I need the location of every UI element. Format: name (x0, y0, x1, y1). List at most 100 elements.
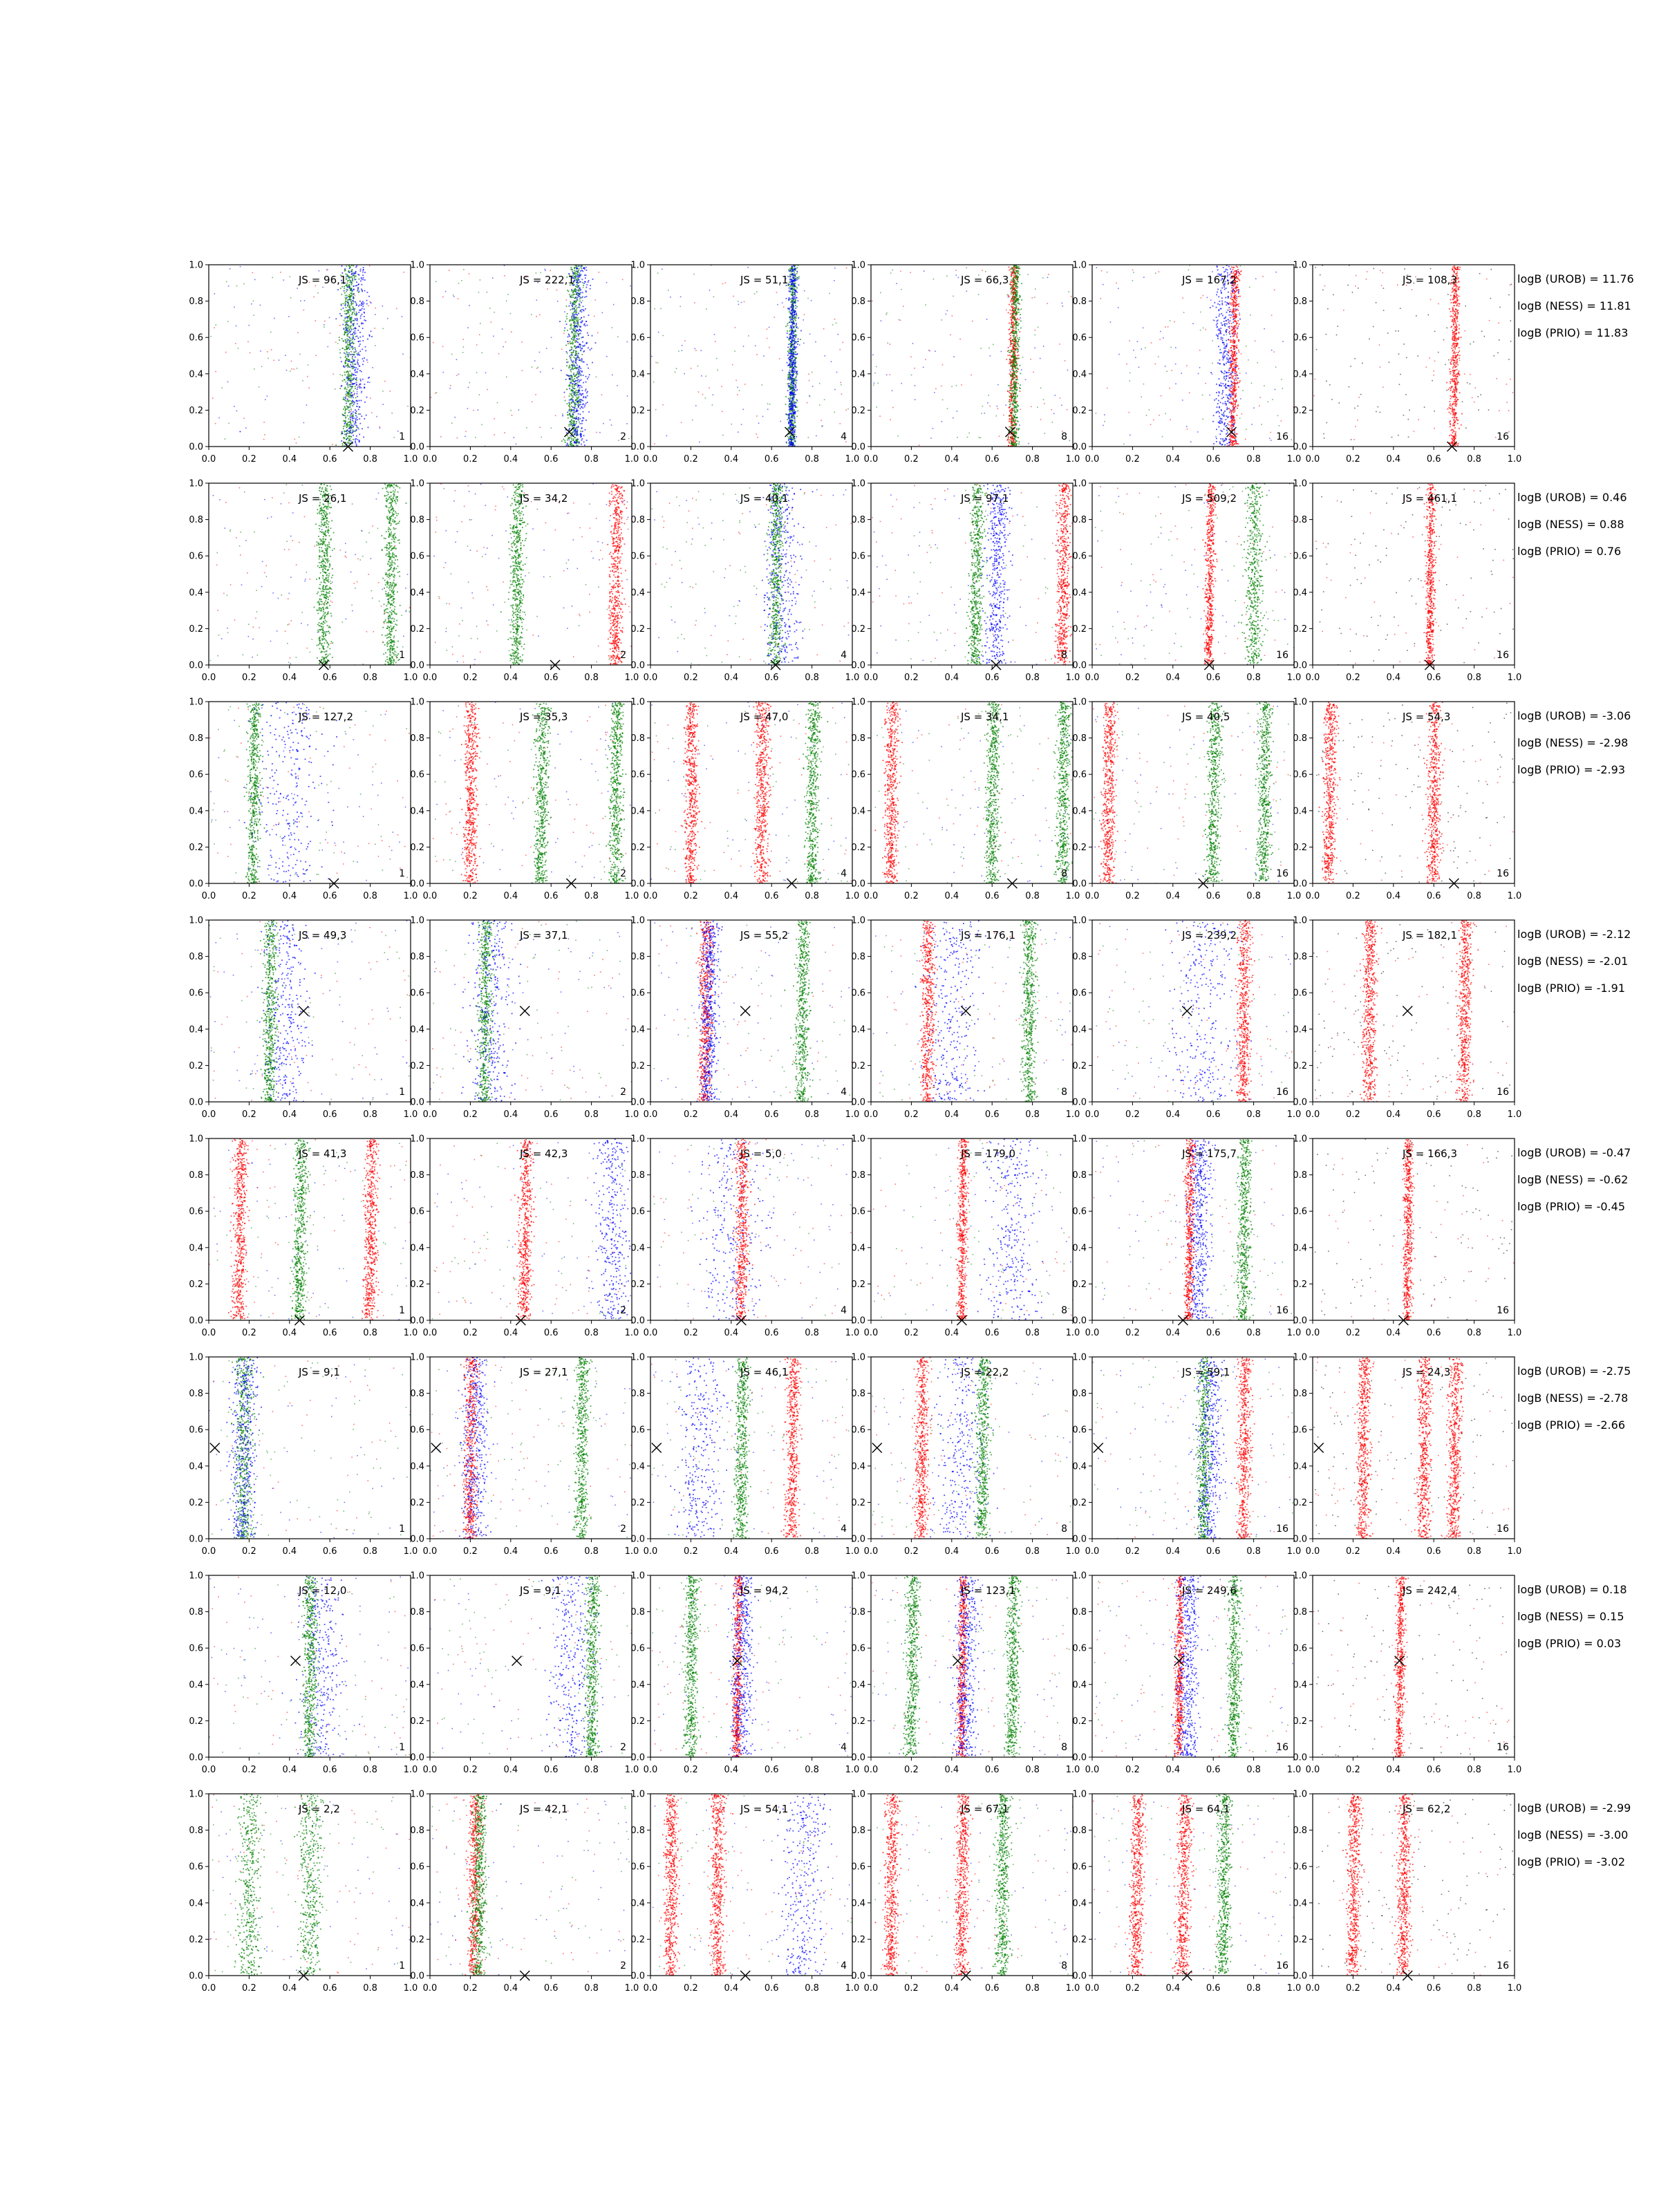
data-point (613, 304, 615, 306)
data-point (1009, 390, 1011, 391)
data-point (579, 376, 580, 377)
data-point (739, 390, 740, 391)
data-point (366, 303, 368, 305)
data-point (577, 359, 578, 360)
data-point (357, 289, 359, 290)
data-point (453, 294, 454, 296)
data-point (961, 384, 962, 386)
data-point (561, 440, 563, 442)
data-point (1016, 299, 1018, 301)
data-point (789, 268, 791, 270)
data-point (463, 339, 465, 340)
data-point (341, 315, 343, 317)
data-point (1015, 382, 1016, 383)
data-point (794, 338, 796, 339)
data-point (346, 265, 347, 267)
data-point (572, 319, 573, 321)
data-point (569, 438, 570, 439)
data-point (1015, 285, 1016, 286)
data-point (369, 335, 371, 337)
data-point (793, 399, 794, 400)
data-point (350, 380, 352, 382)
data-point (1013, 405, 1015, 406)
data-point (577, 430, 579, 431)
data-point (792, 274, 794, 276)
data-point (1013, 265, 1015, 266)
data-point (691, 368, 692, 369)
data-point (360, 310, 362, 311)
data-point (879, 415, 881, 417)
data-point (694, 302, 695, 303)
data-point (1010, 310, 1011, 311)
data-point (442, 346, 444, 348)
data-point (574, 441, 576, 442)
data-point (362, 379, 364, 380)
data-point (1013, 393, 1015, 394)
data-point (794, 395, 795, 396)
data-point (1018, 272, 1019, 274)
data-point (1031, 406, 1032, 408)
data-point (1014, 344, 1015, 346)
data-point (574, 412, 576, 413)
data-point (350, 397, 352, 398)
data-point (353, 366, 354, 367)
data-point (359, 350, 361, 352)
data-point (587, 378, 588, 379)
data-point (581, 311, 583, 312)
data-point (793, 332, 794, 334)
data-point (793, 374, 794, 375)
data-point (1020, 373, 1021, 375)
data-point (808, 437, 809, 438)
data-point (345, 353, 346, 355)
data-point (1009, 323, 1010, 324)
data-point (354, 394, 355, 395)
data-point (351, 402, 353, 404)
data-point (1017, 395, 1018, 397)
data-point (791, 420, 792, 421)
data-point (791, 377, 792, 379)
data-point (791, 281, 792, 282)
data-point (352, 357, 353, 359)
data-point (345, 420, 346, 422)
data-point (234, 307, 235, 308)
data-point (1013, 347, 1014, 348)
data-point (349, 395, 350, 396)
data-point (354, 310, 355, 311)
data-point (789, 330, 790, 332)
data-point (342, 445, 344, 447)
data-point (358, 306, 359, 307)
data-point (1010, 326, 1011, 328)
data-point (1013, 316, 1015, 317)
data-point (563, 332, 565, 334)
data-point (819, 383, 821, 384)
data-point (767, 328, 768, 330)
data-point (796, 436, 797, 438)
data-point (796, 297, 798, 299)
data-point (787, 435, 789, 437)
data-point (346, 353, 348, 354)
data-point (1013, 364, 1015, 365)
data-point (582, 407, 583, 409)
data-point (1018, 319, 1020, 321)
y-tick-label: 1.0 (851, 261, 865, 271)
data-point (214, 293, 216, 294)
data-point (1011, 382, 1012, 383)
data-point (692, 420, 693, 421)
data-point (347, 392, 348, 393)
data-point (985, 271, 986, 272)
data-point (364, 279, 366, 281)
data-point (583, 442, 585, 443)
data-point (791, 268, 792, 269)
data-point (792, 398, 794, 400)
data-point (352, 348, 353, 350)
data-point (345, 295, 346, 297)
data-point (355, 319, 356, 321)
data-point (552, 368, 554, 369)
data-point (348, 377, 349, 379)
data-point (603, 423, 604, 424)
data-point (566, 306, 568, 307)
data-point (573, 401, 574, 402)
data-point (355, 301, 356, 303)
data-point (586, 270, 588, 271)
data-point (794, 415, 795, 417)
